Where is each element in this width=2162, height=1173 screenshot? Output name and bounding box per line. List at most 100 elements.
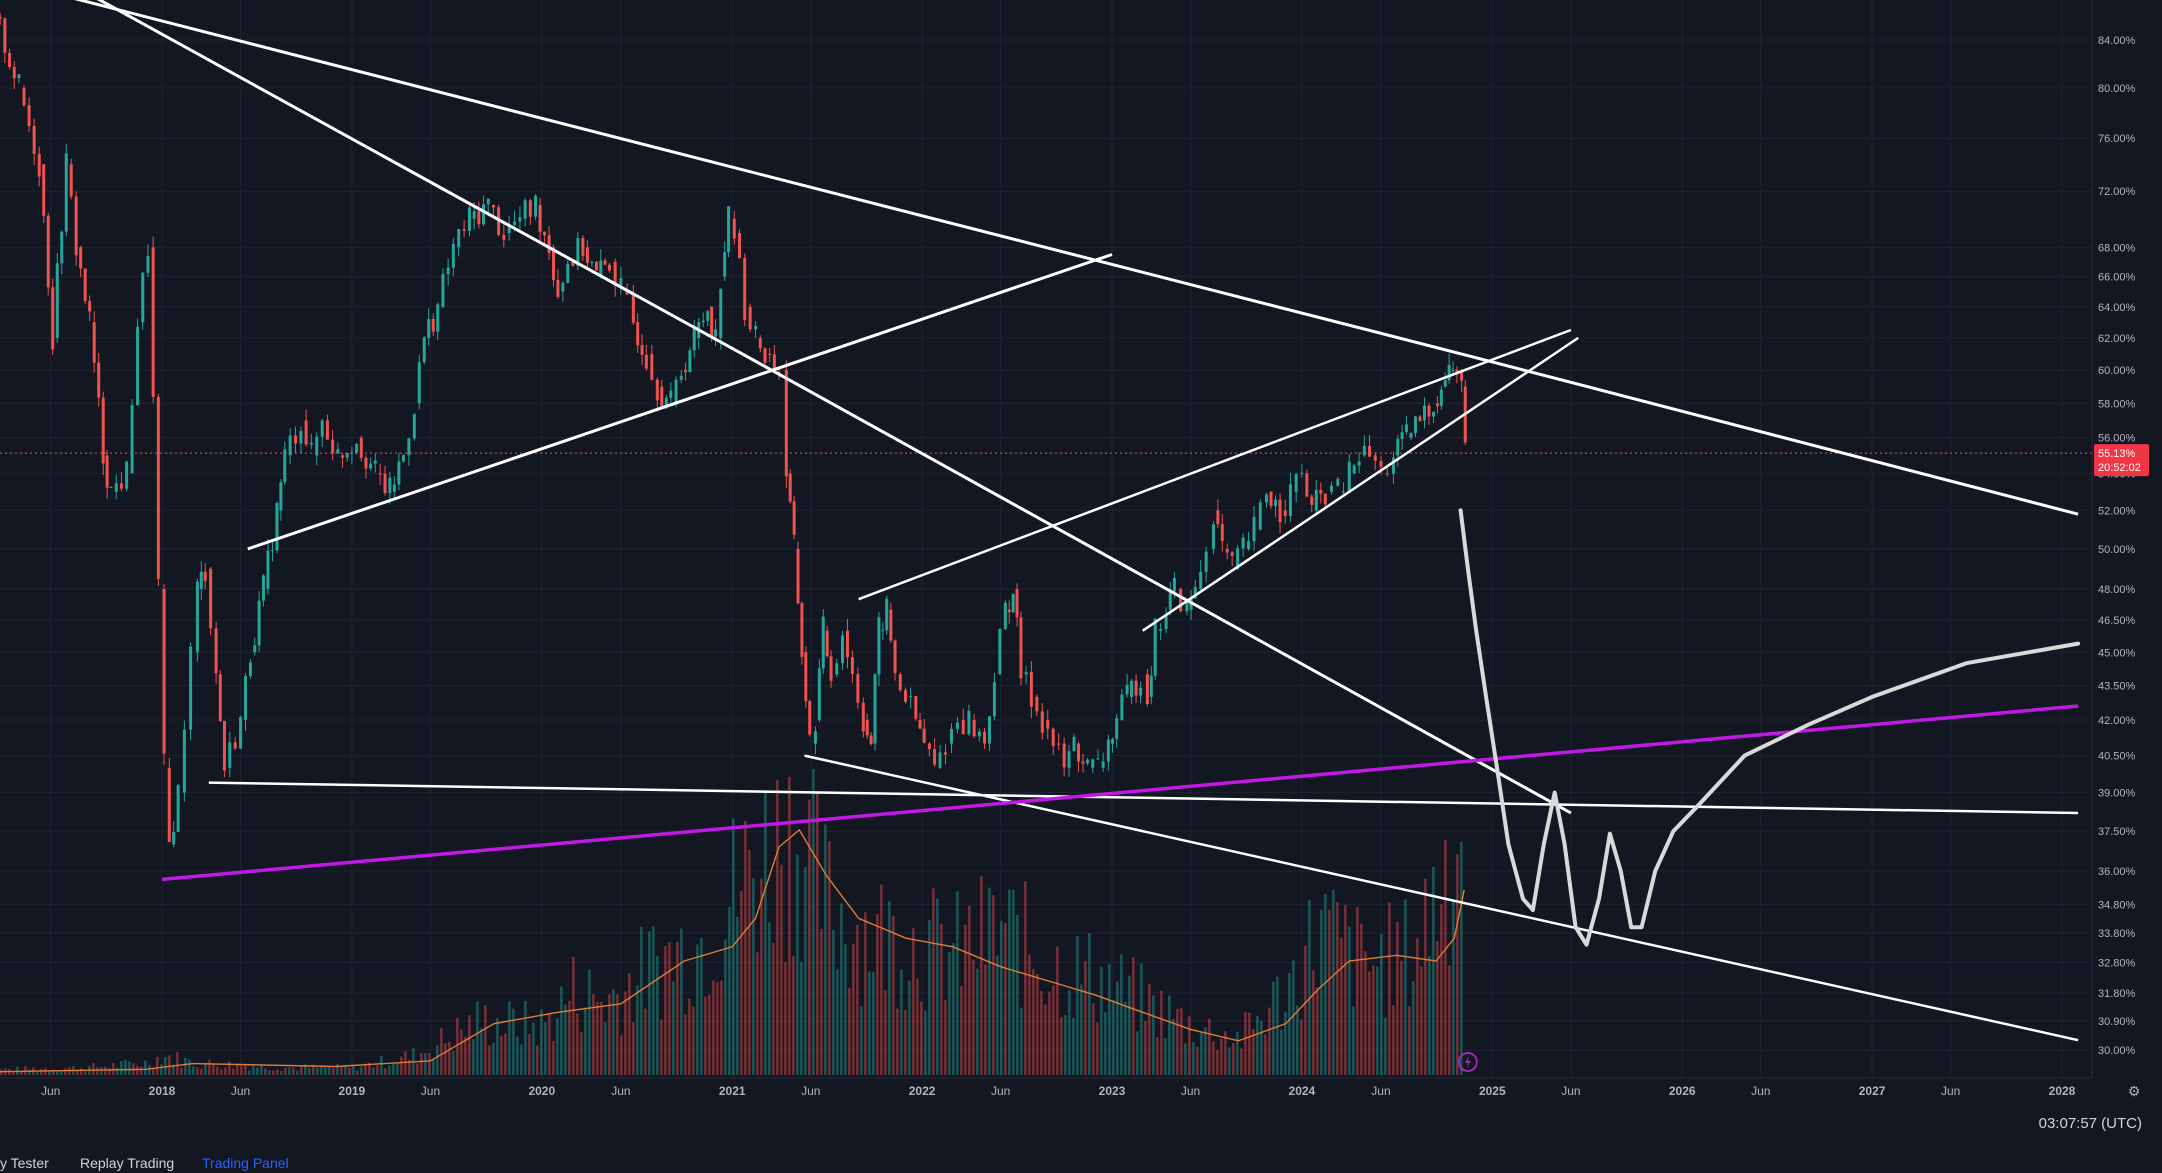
volume-bar (664, 946, 667, 1075)
candle-body (873, 674, 877, 744)
candle-body (8, 52, 12, 68)
volume-bar (108, 1068, 111, 1075)
volume-bar (28, 1069, 31, 1075)
candle-body (486, 198, 490, 205)
volume-bar (552, 1040, 555, 1075)
candle-body (1130, 680, 1134, 697)
volume-bar (360, 1066, 363, 1075)
candle-body (32, 126, 36, 154)
candle-body (422, 337, 426, 363)
candle-body (1274, 499, 1278, 507)
candle-body (1443, 380, 1447, 387)
candle-body (69, 164, 73, 197)
candle-body (1300, 473, 1304, 475)
volume-bar (304, 1064, 307, 1075)
volume-bar (1364, 951, 1367, 1075)
volume-bar (812, 768, 815, 1075)
volume-bar (188, 1059, 191, 1075)
candle-body (556, 279, 560, 297)
volume-bar (1416, 938, 1419, 1075)
candle-body (1265, 494, 1269, 503)
candle-body (1252, 517, 1256, 542)
volume-bar (52, 1069, 55, 1075)
candle-body (1035, 696, 1039, 712)
tab-strategy-tester[interactable]: y Tester (0, 1155, 49, 1171)
candle-body (88, 301, 92, 312)
volume-bar (492, 1043, 495, 1075)
candle-body (841, 635, 845, 664)
candle-body (482, 204, 486, 225)
y-tick-label: 80.00% (2098, 83, 2136, 95)
volume-bar (932, 888, 935, 1075)
tab-trading-panel[interactable]: Trading Panel (202, 1155, 289, 1171)
magenta-support-line (161, 704, 2079, 882)
candle-body (523, 200, 527, 219)
volume-bar (320, 1065, 323, 1075)
volume-bar (1388, 902, 1391, 1075)
price-tag-time: 20:52:02 (2098, 462, 2141, 474)
volume-bar (488, 1045, 491, 1075)
volume-bar (1360, 923, 1363, 1075)
volume-bar (96, 1067, 99, 1075)
volume-bar (436, 1045, 439, 1075)
volume-bar (904, 1010, 907, 1075)
candle-body (889, 609, 893, 641)
candle-body (275, 503, 279, 551)
utc-clock[interactable]: 03:07:57 (UTC) (2038, 1115, 2142, 1132)
volume-bar (936, 898, 939, 1075)
candle-body (491, 204, 495, 208)
volume-bar (732, 818, 735, 1075)
candle-body (669, 390, 673, 398)
candle-body (214, 628, 218, 674)
x-tick-label: 2025 (1479, 1084, 1506, 1098)
volume-bar (1036, 974, 1039, 1075)
candle-body (674, 379, 678, 404)
candle-body (1368, 445, 1372, 457)
candle-body (248, 662, 252, 677)
volume-bar (528, 1034, 531, 1075)
volume-bar (324, 1067, 327, 1075)
y-axis: 84.00% 80.00% 76.00% 72.00% 68.00% 66.00% 64.0… (2091, 0, 2162, 1080)
volume-bar (160, 1064, 163, 1075)
candle-body (1159, 628, 1163, 631)
volume-bar (996, 955, 999, 1075)
volume-bar (80, 1068, 83, 1075)
volume-bar (692, 1006, 695, 1075)
volume-bar (1128, 975, 1131, 1075)
volume-bar (760, 878, 763, 1075)
x-tick-label: Jun (1751, 1084, 1770, 1098)
candle-body (167, 767, 171, 842)
settings-gear-icon[interactable]: ⚙ (2127, 1083, 2141, 1099)
volume-bar (532, 1022, 535, 1075)
tab-replay-trading[interactable]: Replay Trading (80, 1155, 175, 1171)
volume-bar (1024, 881, 1027, 1075)
candle-body (373, 460, 377, 464)
candle-body (3, 18, 7, 53)
volume-bar (260, 1064, 263, 1075)
volume-bar (1460, 841, 1463, 1075)
lightning-glyph (1464, 1056, 1471, 1068)
volume-bar (120, 1061, 123, 1075)
candle-body (1204, 551, 1208, 572)
volume-bar (536, 1045, 539, 1075)
volume-bar (716, 982, 719, 1075)
candle-body (547, 235, 551, 253)
candle-body (1460, 370, 1464, 381)
volume-bar (1176, 1008, 1179, 1075)
volume-bar (316, 1067, 319, 1075)
candle-body (1062, 743, 1066, 768)
volume-bar (128, 1061, 131, 1075)
volume-bar (988, 887, 991, 1075)
volume-bar (584, 1007, 587, 1075)
volume-bar (372, 1067, 375, 1075)
candle-body (1400, 432, 1404, 440)
volume-bar (548, 1012, 551, 1075)
volume-bar (772, 943, 775, 1075)
candle-body (679, 375, 683, 380)
candle-body (688, 350, 692, 373)
x-axis: Jun 2018 Jun 2019 Jun 2020 Jun 2021 Jun 2022 Jun 20… (0, 1077, 2092, 1098)
price-tag (2094, 444, 2149, 477)
volume-bar (472, 1039, 475, 1075)
